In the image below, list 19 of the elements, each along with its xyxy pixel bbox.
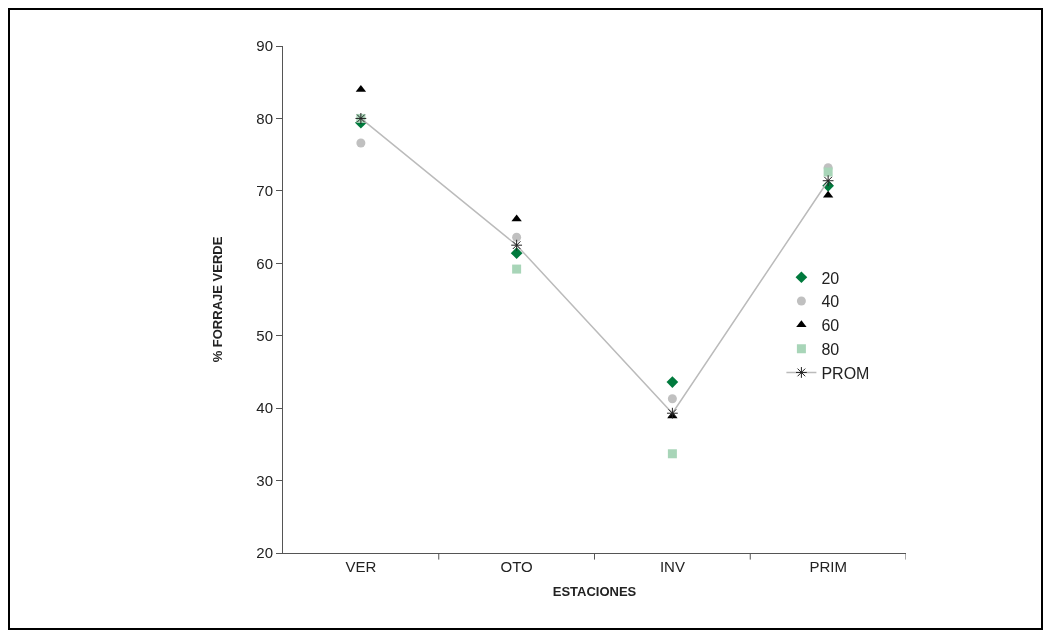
y-tick-label: 30: [256, 471, 273, 489]
legend-label: 80: [821, 340, 840, 358]
x-tick-label: PRIM: [809, 558, 847, 575]
x-tick-label: INV: [659, 558, 685, 575]
legend-label: PROM: [821, 364, 870, 382]
x-axis-title: ESTACIONES: [552, 583, 637, 599]
x-tick-label: OTO: [500, 558, 533, 575]
y-tick-label: 80: [256, 109, 273, 127]
x-tick-label: VER: [345, 558, 377, 575]
y-tick-label: 50: [256, 326, 273, 344]
y-tick-label: 60: [256, 254, 273, 272]
y-axis-title: % FORRAJE VERDE: [210, 236, 226, 363]
y-tick-label: 20: [256, 544, 273, 562]
y-tick-label: 40: [256, 399, 273, 417]
y-tick-label: 90: [256, 37, 273, 55]
legend-label: 40: [821, 293, 840, 311]
legend-label: 20: [821, 269, 840, 287]
legend-label: 60: [821, 317, 840, 335]
y-tick-label: 70: [256, 182, 273, 200]
